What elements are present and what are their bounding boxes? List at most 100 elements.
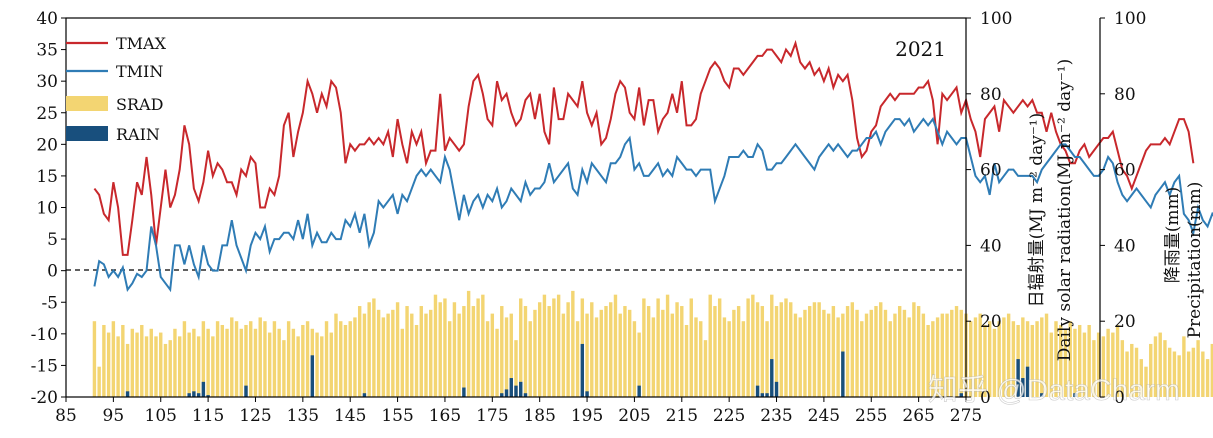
rain-bar <box>774 381 779 397</box>
srad-bar <box>850 302 855 397</box>
srad-bar <box>514 340 518 397</box>
rain-axis-label-cn: 降雨量(mm) <box>1163 187 1183 284</box>
srad-bar <box>656 298 660 397</box>
x-tick-label: 245 <box>808 406 840 426</box>
srad-bar <box>1149 343 1153 397</box>
legend-tmax-label: TMAX <box>116 34 167 53</box>
legend-srad-swatch <box>66 96 108 111</box>
srad-bar <box>916 306 921 397</box>
srad-bar <box>215 321 220 397</box>
srad-bar <box>950 309 954 397</box>
srad-bar <box>973 317 978 397</box>
x-tick-label: 185 <box>523 406 555 426</box>
srad-bar <box>1030 324 1035 397</box>
srad-bar <box>452 302 457 397</box>
srad-bar <box>1054 321 1058 397</box>
srad-bar <box>983 324 987 397</box>
rain-tick-label: 0 <box>1114 388 1125 408</box>
srad-bar <box>969 321 973 397</box>
srad-bar <box>1049 332 1053 397</box>
srad-bar <box>263 321 267 397</box>
rain-axis: 100 80 60 40 20 0 <box>1100 9 1146 408</box>
srad-bar <box>1044 313 1049 397</box>
srad-bar <box>400 328 405 397</box>
rain-bar <box>504 389 509 397</box>
srad-bar <box>509 313 513 397</box>
srad-bar <box>376 309 381 397</box>
srad-bar <box>537 302 542 397</box>
tmax-line <box>93 39 1195 256</box>
srad-bar <box>424 313 428 397</box>
rain-bar <box>509 378 513 397</box>
srad-bar <box>575 321 580 397</box>
srad-bar <box>926 324 930 397</box>
srad-bar <box>305 321 310 397</box>
srad-bar <box>485 321 490 397</box>
srad-bar <box>206 328 210 397</box>
srad-bar <box>367 302 371 397</box>
rain-bar <box>462 387 466 397</box>
srad-bar <box>414 324 419 397</box>
srad-bar <box>992 328 997 397</box>
srad-bar <box>547 306 551 397</box>
x-tick-label: 225 <box>713 406 745 426</box>
srad-bar <box>1186 351 1191 397</box>
srad-bar <box>722 317 727 397</box>
srad-bar <box>1205 359 1210 397</box>
srad-bar <box>784 298 788 397</box>
srad-bar <box>267 332 272 397</box>
srad-bar <box>599 309 603 397</box>
legend-tmin-label: TMIN <box>116 62 163 81</box>
srad-bar <box>519 298 523 397</box>
srad-bar <box>438 302 442 397</box>
srad-bar <box>211 336 215 397</box>
srad-bar <box>627 309 632 397</box>
srad-bar <box>140 324 144 397</box>
srad-bar <box>187 332 191 397</box>
srad-bar <box>954 306 959 397</box>
chart-title: 2021 <box>895 37 946 61</box>
srad-bar <box>504 317 509 397</box>
srad-bar <box>230 317 234 397</box>
srad-bar <box>817 302 821 397</box>
x-axis: 85 95 105 115 125 135 145 155 165 175 185 195 205 215… <box>55 397 982 426</box>
srad-bar <box>239 328 243 397</box>
srad-bar <box>1111 332 1115 397</box>
srad-bar <box>689 298 693 397</box>
srad-bar <box>315 332 319 397</box>
temp-tick-label: -15 <box>31 356 58 376</box>
srad-bar <box>770 294 774 397</box>
legend-srad-label: SRAD <box>116 95 163 114</box>
srad-bar <box>789 302 793 397</box>
srad-bar <box>1139 359 1143 397</box>
srad-bar <box>405 306 409 397</box>
srad-bar <box>935 317 940 397</box>
srad-bar <box>343 324 348 397</box>
srad-bar <box>391 309 395 397</box>
rain-bar <box>206 395 210 397</box>
srad-bar <box>855 309 859 397</box>
srad-bar <box>1191 347 1196 397</box>
srad-bar <box>571 290 575 397</box>
temp-tick-label: -10 <box>31 325 58 345</box>
srad-bar <box>121 324 125 397</box>
srad-bar <box>135 332 139 397</box>
x-tick-label: 85 <box>55 406 77 426</box>
srad-bar <box>552 298 556 397</box>
srad-bar <box>1144 366 1148 397</box>
rain-bar <box>770 359 774 397</box>
srad-bar <box>339 321 343 397</box>
srad-bar <box>173 328 177 397</box>
srad-bar <box>736 306 741 397</box>
srad-bar <box>912 302 916 397</box>
temp-tick-label: 30 <box>36 72 58 92</box>
srad-bar <box>1059 324 1063 397</box>
temp-tick-label: 25 <box>36 104 58 124</box>
srad-bar <box>282 340 286 397</box>
srad-tick-label: 0 <box>980 388 991 408</box>
rain-bar <box>755 385 760 397</box>
watermark: 知乎 @DataCharm <box>928 374 1180 407</box>
rain-bar <box>362 393 367 397</box>
srad-bar <box>661 309 665 397</box>
